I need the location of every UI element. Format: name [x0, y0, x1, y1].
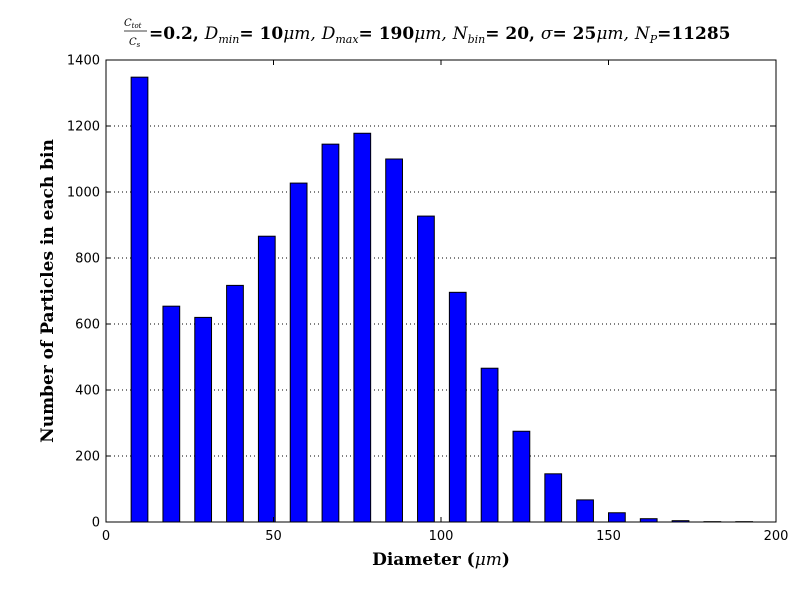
- x-tick-label: 200: [764, 529, 789, 544]
- bar: [321, 143, 340, 523]
- x-tick-label: 50: [265, 529, 282, 544]
- bar: [130, 76, 149, 523]
- bar: [544, 473, 563, 523]
- chart-title: Ctot Cs =0.2, Dmin= 10μm, Dmax= 190μm, N…: [124, 18, 731, 49]
- bar: [257, 235, 276, 523]
- bar: [480, 367, 499, 523]
- bar: [226, 284, 244, 523]
- bar: [608, 512, 626, 523]
- title-ratio-numerator: Ctot: [124, 18, 142, 30]
- y-axis-label: Number of Particles in each bin: [38, 139, 58, 443]
- bar: [289, 182, 308, 523]
- bar: [385, 158, 403, 523]
- bar: [194, 316, 213, 523]
- x-axis-label: Diameter (μm): [372, 550, 510, 570]
- x-tick-label: 0: [102, 529, 110, 544]
- x-tick-label: 100: [429, 529, 454, 544]
- bar: [448, 291, 467, 523]
- y-tick-label: 200: [75, 450, 100, 465]
- bars: [130, 76, 754, 523]
- y-axis-ticks: 0 200 400 600 800 1000 1200 1400: [67, 54, 776, 531]
- y-tick-label: 1200: [67, 120, 100, 135]
- x-axis-ticks: 0 50 100 150 200: [102, 60, 789, 544]
- y-tick-label: 0: [92, 516, 100, 531]
- bar: [417, 215, 435, 523]
- y-tick-label: 1000: [67, 186, 100, 201]
- y-tick-label: 600: [75, 318, 100, 333]
- y-tick-label: 400: [75, 384, 100, 399]
- x-tick-label: 150: [596, 529, 621, 544]
- bar: [512, 430, 531, 523]
- bar: [576, 499, 594, 523]
- bar: [162, 305, 181, 523]
- title-parameters: =0.2, Dmin= 10μm, Dmax= 190μm, Nbin= 20,…: [149, 24, 731, 46]
- y-tick-label: 1400: [67, 54, 100, 69]
- bar: [353, 132, 372, 523]
- y-tick-label: 800: [75, 252, 100, 267]
- title-ratio-denominator: Cs: [129, 37, 141, 49]
